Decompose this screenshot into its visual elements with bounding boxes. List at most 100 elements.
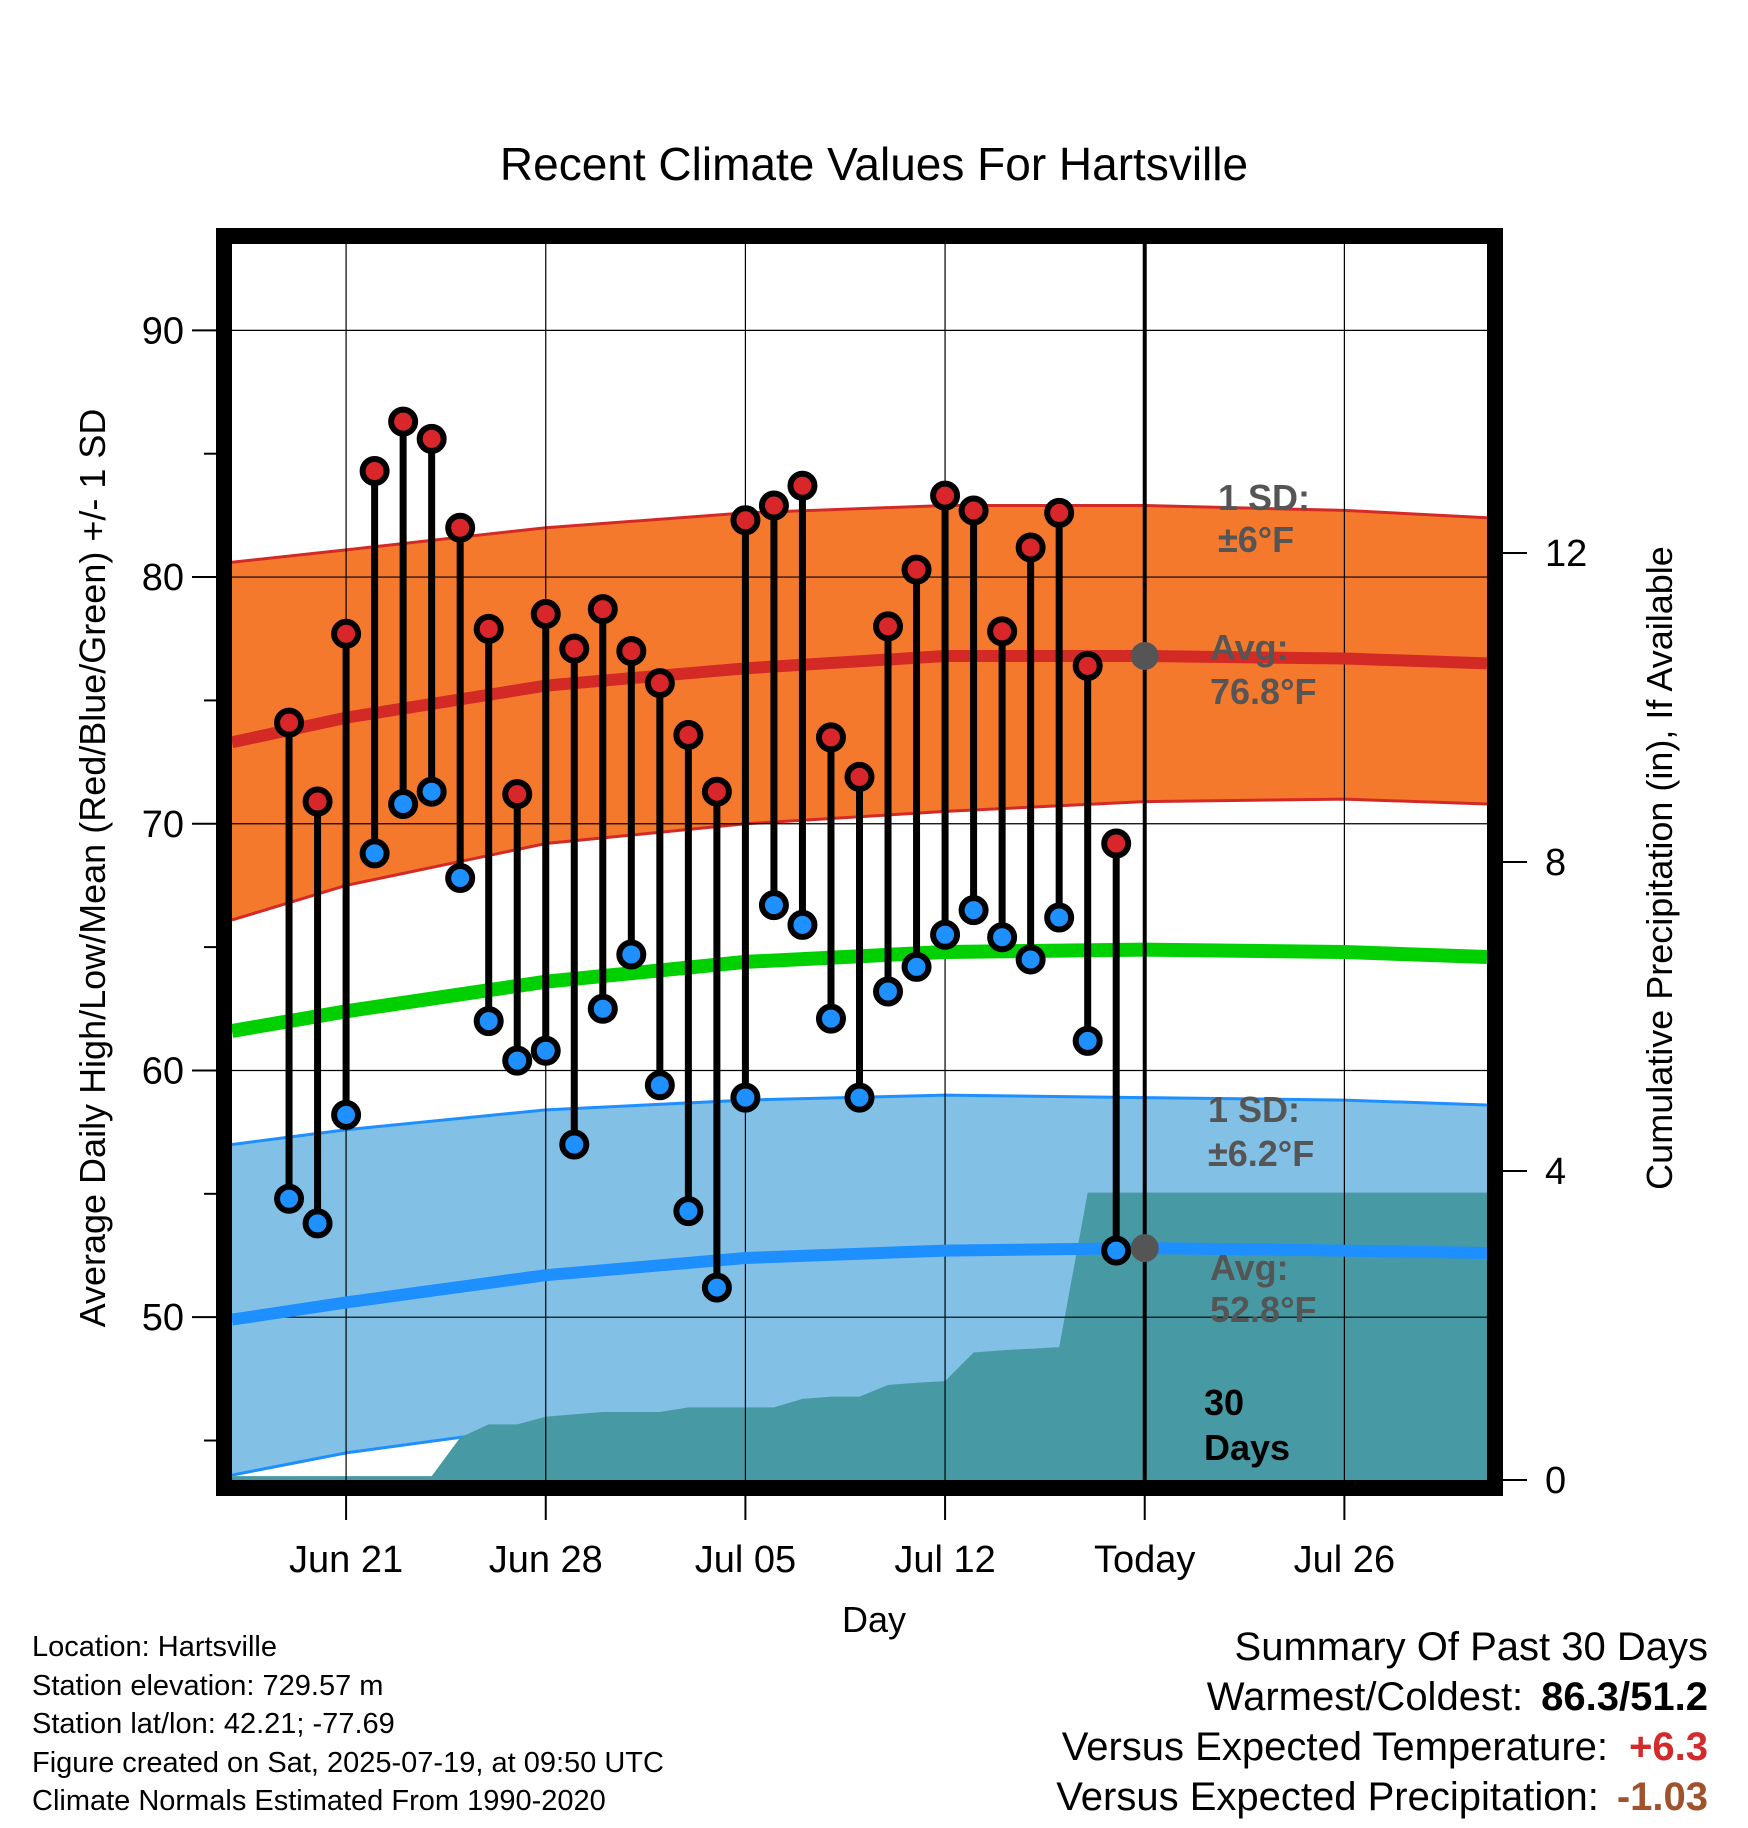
precip-area bbox=[232, 1192, 1487, 1480]
daily-low-dot bbox=[701, 1272, 732, 1303]
high-sd-label: 1 SD: bbox=[1218, 477, 1310, 518]
avg-low-line bbox=[232, 1242, 1487, 1326]
daily-high-dot bbox=[302, 786, 333, 817]
normals-text: Climate Normals Estimated From 1990-2020 bbox=[32, 1785, 606, 1817]
precip-value: -1.03 bbox=[1616, 1775, 1708, 1819]
daily-high-dot bbox=[445, 512, 476, 543]
normal-lines bbox=[232, 650, 1487, 1326]
low-avg-value: 52.8°F bbox=[1210, 1289, 1316, 1330]
daily-high-dot bbox=[530, 599, 561, 630]
daily-high-dot bbox=[758, 490, 789, 521]
precip-row: Versus Expected Precipitation: -1.03 bbox=[948, 1772, 1708, 1822]
plot-frame bbox=[216, 228, 1503, 1496]
x-tick-label: Today bbox=[1094, 1539, 1195, 1581]
daily-high-dot bbox=[1101, 828, 1132, 859]
daily-high-dot bbox=[930, 480, 961, 511]
precip-label: Versus Expected Precipitation: bbox=[1056, 1775, 1599, 1819]
y2-tick-label: 12 bbox=[1545, 533, 1587, 575]
daily-high-dot bbox=[587, 594, 618, 625]
daily-range-sticks bbox=[285, 421, 1120, 1288]
daily-high-dot bbox=[844, 761, 875, 792]
x-tick-label: Jul 05 bbox=[695, 1539, 796, 1581]
y-axis-title-left: Average Daily High/Low/Mean (Red/Blue/Gr… bbox=[72, 409, 113, 1328]
plot-border bbox=[216, 228, 1503, 1496]
daily-low-dot bbox=[987, 922, 1018, 953]
daily-low-dot bbox=[559, 1129, 590, 1160]
warm-cold-label: Warmest/Coldest: bbox=[1206, 1675, 1524, 1719]
high-sd-lower-edge bbox=[232, 797, 1487, 922]
temp-label: Versus Expected Temperature: bbox=[1061, 1725, 1608, 1769]
today-avg-high-marker bbox=[1130, 642, 1159, 670]
daily-high-dot bbox=[1015, 532, 1046, 563]
daily-low-dot bbox=[302, 1208, 333, 1239]
low-avg-label: Avg: bbox=[1210, 1247, 1289, 1288]
daily-low-dot bbox=[473, 1006, 504, 1037]
daily-low-dot bbox=[445, 863, 476, 894]
high-avg-label: Avg: bbox=[1210, 627, 1289, 668]
daily-high-dot bbox=[473, 613, 504, 644]
daily-low-dot bbox=[616, 939, 647, 970]
daily-low-dot bbox=[730, 1082, 761, 1113]
x-tick-label: Jul 26 bbox=[1294, 1539, 1395, 1581]
latlon-text: Station lat/lon: 42.21; -77.69 bbox=[32, 1708, 395, 1740]
avg-mean-line bbox=[232, 942, 1487, 1038]
daily-high-dot bbox=[331, 618, 362, 649]
station-info: Location: Hartsville Station elevation: … bbox=[32, 1628, 664, 1821]
temp-row: Versus Expected Temperature: +6.3 bbox=[948, 1722, 1708, 1772]
high-sd-value: ±6°F bbox=[1218, 519, 1294, 560]
daily-high-dot bbox=[901, 554, 932, 585]
location-text: Location: Hartsville bbox=[32, 1631, 277, 1663]
daily-low-dot bbox=[274, 1183, 305, 1214]
y-tick-label: 80 bbox=[142, 557, 184, 599]
daily-low-dot bbox=[673, 1196, 704, 1227]
daily-low-dot bbox=[331, 1099, 362, 1130]
y-axis-title-right: Cumulative Precipitation (in), If Availa… bbox=[1639, 546, 1680, 1190]
x-axis-title: Day bbox=[842, 1599, 906, 1640]
daily-high-dot bbox=[644, 668, 675, 699]
today-avg-low-marker bbox=[1130, 1234, 1159, 1263]
high-sd-upper-edge bbox=[232, 504, 1487, 564]
y-tick-label: 60 bbox=[142, 1050, 184, 1092]
daily-low-dot bbox=[901, 951, 932, 982]
daily-high-dot bbox=[502, 779, 533, 810]
daily-low-dot bbox=[844, 1082, 875, 1113]
daily-high-dot bbox=[359, 455, 390, 486]
annotations: 1 SD: ±6°F Avg: 76.8°F 1 SD: ±6.2°F Avg:… bbox=[1204, 477, 1316, 1468]
daily-low-dot bbox=[388, 789, 419, 820]
daily-low-dot bbox=[530, 1035, 561, 1066]
summary-title: Summary Of Past 30 Days bbox=[1234, 1625, 1708, 1669]
daily-high-dot bbox=[730, 505, 761, 536]
daily-high-dot bbox=[616, 636, 647, 667]
daily-high-dot bbox=[815, 722, 846, 753]
daily-low-dot bbox=[787, 909, 818, 940]
y2-tick-label: 0 bbox=[1545, 1460, 1566, 1502]
daily-low-dot bbox=[1044, 902, 1075, 933]
days-word-label: Days bbox=[1204, 1427, 1290, 1468]
daily-high-dot bbox=[873, 611, 904, 642]
daily-high-dot bbox=[1072, 650, 1103, 681]
daily-low-dot bbox=[930, 919, 961, 950]
low-sd-value: ±6.2°F bbox=[1208, 1133, 1314, 1174]
summary-panel: Summary Of Past 30 Days Warmest/Coldest:… bbox=[948, 1622, 1708, 1822]
daily-high-dot bbox=[787, 470, 818, 501]
today-markers bbox=[1130, 244, 1159, 1480]
daily-high-dot bbox=[987, 616, 1018, 647]
daily-low-dot bbox=[644, 1070, 675, 1101]
axis-ticks: 50 60 70 80 90 0 4 8 12 Jun 21 Jun 28 Jul 05 Jul 12 T… bbox=[142, 310, 1588, 1581]
daily-low-dot bbox=[587, 993, 618, 1024]
daily-high-dot bbox=[673, 719, 704, 750]
chart-title: Recent Climate Values For Hartsville bbox=[500, 138, 1248, 190]
y2-tick-label: 8 bbox=[1545, 842, 1566, 884]
daily-low-dot bbox=[359, 838, 390, 869]
warm-cold-value: 86.3/51.2 bbox=[1541, 1675, 1708, 1719]
daily-low-dot bbox=[502, 1045, 533, 1076]
created-text: Figure created on Sat, 2025-07-19, at 09… bbox=[32, 1746, 664, 1779]
daily-low-dot bbox=[1015, 944, 1046, 975]
daily-dots bbox=[274, 406, 1132, 1303]
daily-low-dot bbox=[1101, 1235, 1132, 1266]
low-sd-label: 1 SD: bbox=[1208, 1089, 1300, 1130]
high-avg-value: 76.8°F bbox=[1210, 671, 1316, 712]
y-tick-label: 70 bbox=[142, 804, 184, 846]
daily-low-dot bbox=[1072, 1025, 1103, 1056]
